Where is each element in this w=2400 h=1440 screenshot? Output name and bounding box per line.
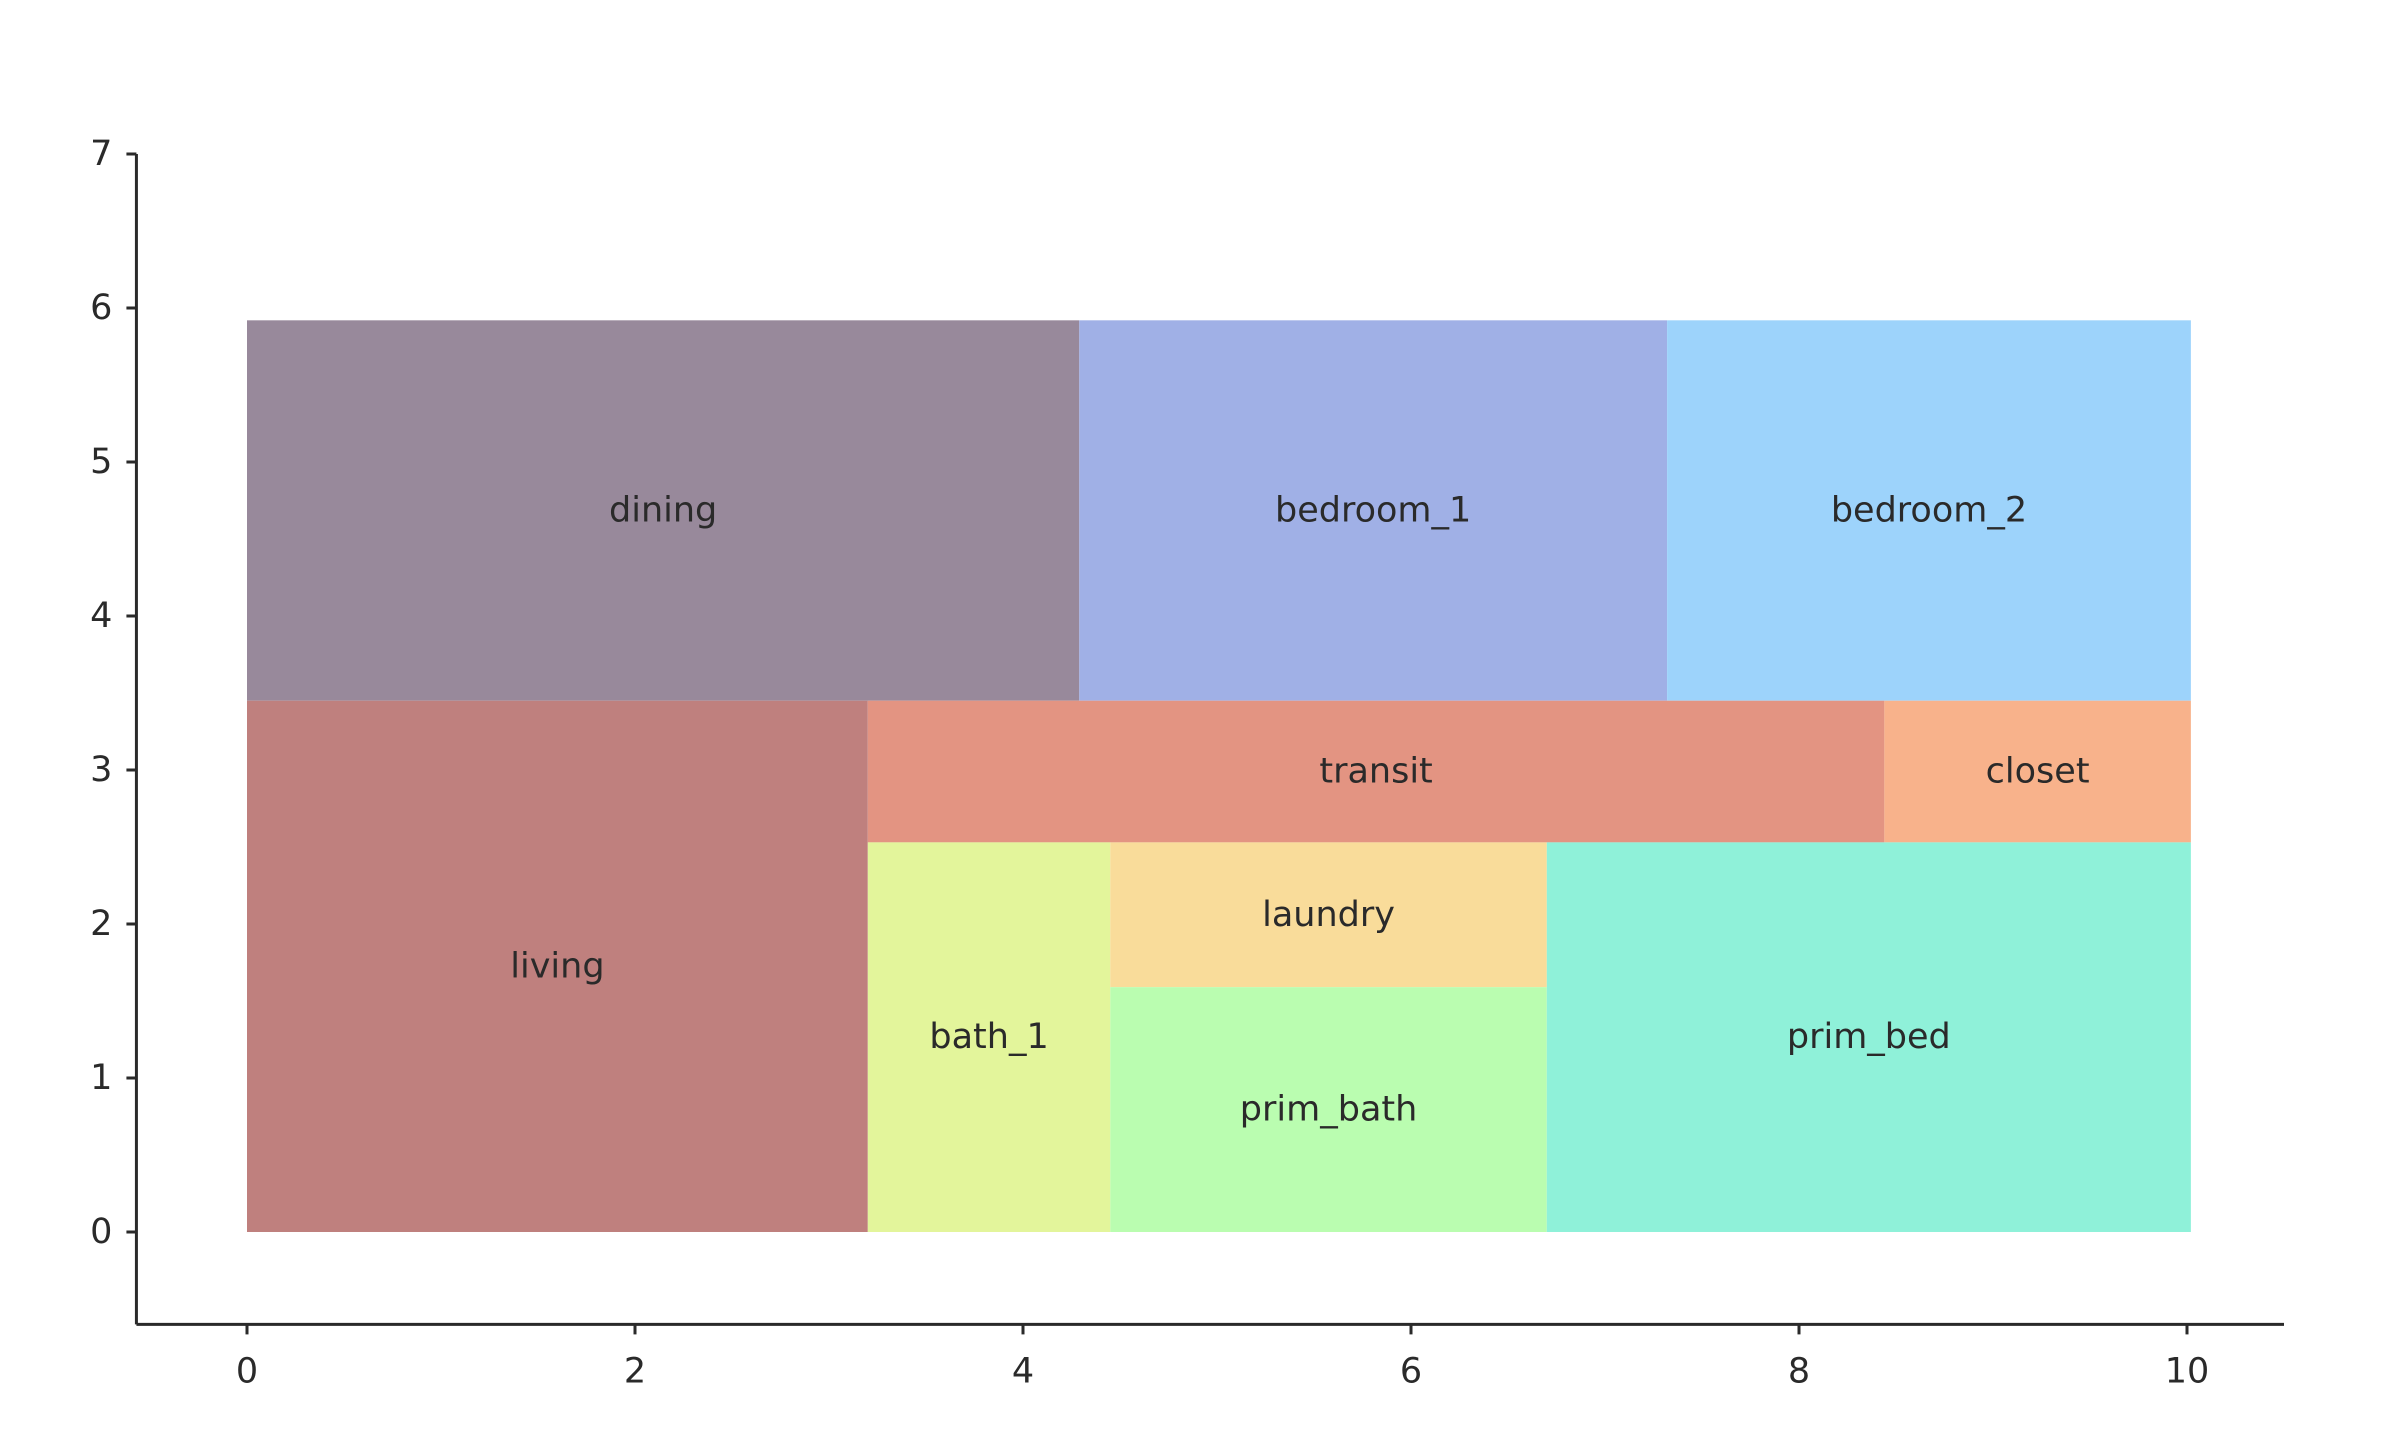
y-tick-label: 0 <box>90 1212 112 1252</box>
room-rect <box>247 700 868 1232</box>
room-dining: dining <box>247 320 1080 701</box>
room-bath-1: bath_1 <box>867 842 1111 1232</box>
x-tick-label: 6 <box>1400 1351 1422 1391</box>
y-tick-label: 6 <box>90 288 112 328</box>
room-transit: transit <box>867 700 1885 843</box>
room-bedroom-1: bedroom_1 <box>1079 320 1668 701</box>
x-tick-label: 0 <box>236 1351 258 1391</box>
room-rect <box>867 842 1111 1232</box>
room-prim-bed: prim_bed <box>1546 842 2191 1232</box>
y-tick-label: 7 <box>90 134 112 174</box>
room-closet: closet <box>1884 700 2191 843</box>
room-label: living <box>510 946 604 986</box>
x-tick-label: 10 <box>2165 1351 2210 1391</box>
room-bedroom-2: bedroom_2 <box>1667 320 2191 701</box>
room-label: transit <box>1319 752 1432 792</box>
y-tick-label: 2 <box>90 904 112 944</box>
room-rect <box>247 320 1080 701</box>
x-tick-label: 2 <box>624 1351 646 1391</box>
room-rect <box>1110 842 1547 988</box>
y-tick-label: 5 <box>90 442 112 482</box>
room-label: closet <box>1986 752 2090 792</box>
ticks-layer: 0 2 4 6 8 10 0 1 2 3 4 5 6 7 <box>90 134 2209 1391</box>
room-laundry: laundry <box>1110 842 1547 988</box>
y-tick-label: 3 <box>90 750 112 790</box>
room-rect <box>1884 700 2191 843</box>
room-rect <box>1110 987 1547 1232</box>
room-label: prim_bath <box>1240 1090 1418 1130</box>
room-rect <box>1079 320 1668 701</box>
room-rect <box>1667 320 2191 701</box>
x-tick-label: 4 <box>1012 1351 1034 1391</box>
room-living: living <box>247 700 868 1232</box>
room-label: prim_bed <box>1787 1017 1951 1057</box>
room-rect <box>867 700 1885 843</box>
x-tick-label: 8 <box>1788 1351 1810 1391</box>
room-label: bedroom_1 <box>1275 491 1471 531</box>
axes-layer <box>134 154 2284 1326</box>
room-prim-bath: prim_bath <box>1110 987 1547 1232</box>
room-label: bath_1 <box>929 1017 1048 1057</box>
room-label: dining <box>609 491 717 531</box>
y-tick-label: 1 <box>90 1058 112 1098</box>
y-tick-label: 4 <box>90 596 112 636</box>
room-label: laundry <box>1262 895 1395 935</box>
room-label: bedroom_2 <box>1831 491 2027 531</box>
room-rect <box>1546 842 2191 1232</box>
